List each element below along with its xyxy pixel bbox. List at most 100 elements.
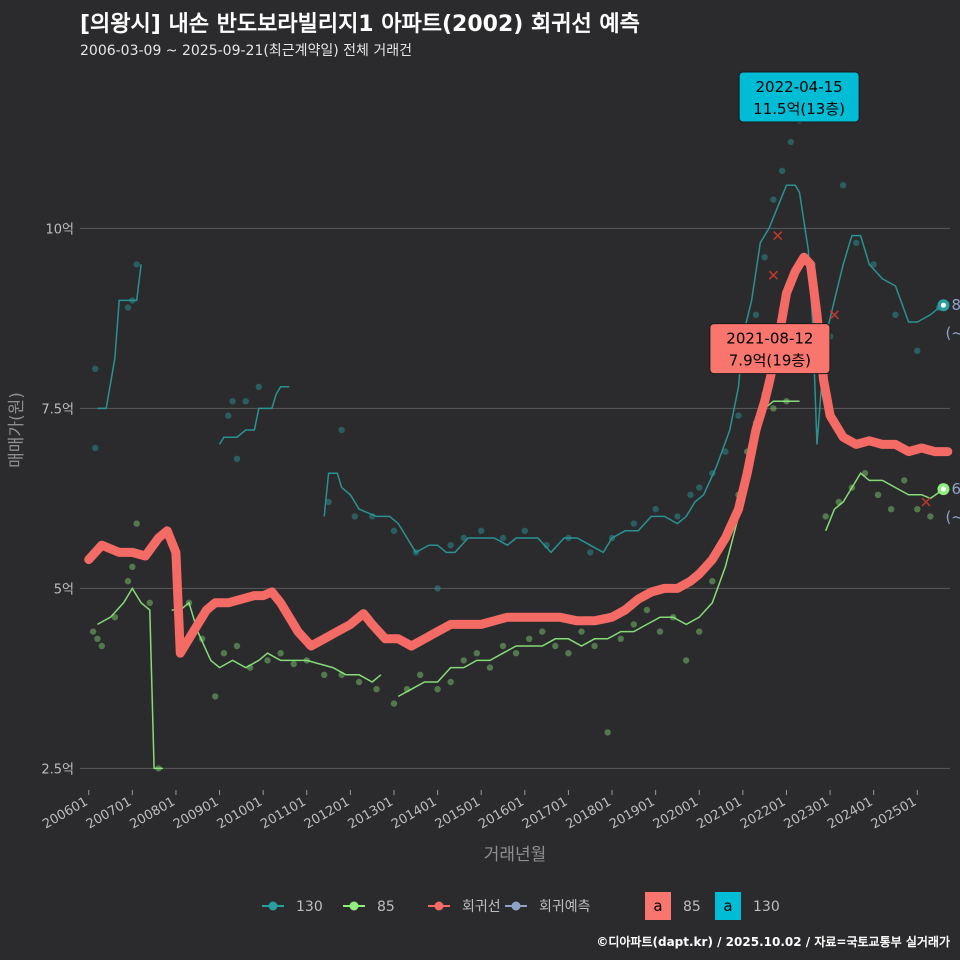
legend-key-box [715, 892, 741, 920]
scatter-point-85 [129, 563, 136, 570]
scatter-point-130 [630, 520, 638, 527]
legend-key-dot [349, 901, 359, 911]
scatter-point-85 [321, 671, 328, 678]
series-line-85 [97, 586, 163, 770]
scatter-point-130 [892, 311, 899, 318]
scatter-point-130 [255, 383, 262, 390]
x-tick-label: 202001 [651, 794, 701, 832]
scatter-point-130 [722, 448, 729, 455]
scatter-point-130 [242, 398, 249, 405]
x-tick-label: 202301 [782, 794, 832, 832]
legend-key-dot [434, 901, 444, 911]
x-tick-label: 202101 [694, 794, 744, 832]
scatter-point-85 [146, 599, 153, 606]
y-tick-label: 2.5억 [41, 762, 74, 777]
scatter-point-85 [525, 635, 533, 642]
scatter-point-85 [473, 650, 481, 657]
scatter-point-130 [478, 527, 485, 534]
annotation-box-130 [738, 71, 860, 123]
y-axis-title: 매매가(원) [7, 392, 27, 468]
scatter-point-130 [787, 138, 795, 146]
x-axis-title: 거래년월 [484, 845, 547, 865]
x-tick-label: 202501 [869, 794, 919, 832]
scatter-point-85 [233, 642, 241, 650]
scatter-point-85 [111, 614, 119, 621]
scatter-point-85 [124, 578, 132, 585]
scatter-point-130 [752, 311, 760, 318]
scatter-point-130 [761, 254, 768, 261]
x-tick-label: 200601 [40, 794, 90, 832]
y-tick-label: 7.5억 [41, 402, 74, 417]
x-tick-label: 200701 [84, 794, 134, 832]
legend-label: 85 [377, 899, 395, 915]
end-label-unit: (~85㎡) [945, 508, 960, 526]
scatter-point-130 [521, 527, 529, 534]
scatter-point-85 [277, 650, 284, 657]
scatter-point-130 [914, 347, 921, 354]
scatter-point-85 [901, 477, 908, 484]
scatter-point-85 [617, 635, 624, 642]
end-point-center [940, 302, 946, 308]
annotation-box-85 [709, 323, 831, 375]
x-tick-label: 201501 [433, 794, 483, 832]
scatter-point-85 [220, 650, 228, 657]
x-tick-label: 201901 [607, 794, 657, 832]
series-line-130 [323, 184, 944, 554]
scatter-point-85 [290, 660, 297, 668]
x-tick-label: 201801 [564, 794, 614, 832]
x-tick-label: 201101 [258, 794, 308, 832]
series-line-130 [97, 264, 142, 410]
x-tick-label: 202201 [738, 794, 788, 832]
scatter-point-130 [390, 527, 398, 534]
scatter-point-85 [447, 678, 454, 686]
legend-label: 130 [296, 899, 323, 915]
scatter-point-85 [591, 642, 598, 650]
scatter-point-130 [351, 513, 358, 520]
scatter-point-85 [98, 642, 106, 650]
legend-label: 130 [753, 899, 780, 915]
legend-label: 85 [683, 899, 701, 915]
scatter-point-130 [92, 365, 99, 372]
chart-subtitle: 2006-03-09 ~ 2025-09-21(최근계약일) 전체 거래건 [80, 43, 412, 59]
scatter-point-85 [874, 491, 882, 498]
scatter-point-130 [870, 261, 877, 268]
scatter-point-130 [124, 304, 132, 311]
chart-title: [의왕시] 내손 반도보라빌리지1 아파트(2002) 회귀선 예측 [80, 12, 640, 37]
scatter-point-85 [696, 628, 703, 635]
x-tick-label: 202401 [825, 794, 875, 832]
end-label-value: 89,333 [951, 296, 960, 314]
series-line-130 [218, 386, 290, 445]
scatter-point-85 [552, 642, 559, 650]
scatter-point-85 [630, 621, 638, 628]
source-caption: ©디아파트(dapt.kr) / 2025.10.02 / 자료=국토교통부 실… [596, 935, 950, 949]
scatter-point-85 [434, 686, 441, 693]
scatter-point-130 [229, 398, 236, 405]
scatter-point-85 [373, 686, 380, 693]
x-tick-label: 201001 [215, 794, 265, 832]
scatter-point-85 [355, 678, 363, 686]
scatter-point-85 [486, 664, 494, 671]
scatter-point-130 [652, 506, 659, 513]
scatter-point-130 [696, 484, 703, 491]
legend-key-glyph: a [723, 897, 732, 915]
x-tick-label: 201301 [345, 794, 395, 832]
legend-label: 회귀예측 [539, 899, 591, 915]
regression-line [84, 252, 953, 658]
series-line-85 [825, 472, 944, 532]
scatter-point-85 [604, 729, 611, 736]
annotation-value: 7.9억(19층) [729, 352, 811, 370]
scatter-point-130 [770, 196, 777, 203]
scatter-point-85 [656, 628, 664, 635]
scatter-point-130 [447, 542, 454, 549]
annotation-date: 2021-08-12 [726, 330, 813, 348]
scatter-point-130 [853, 239, 860, 246]
end-label-value: 63,781 [951, 480, 960, 498]
x-tick-label: 201401 [389, 794, 439, 832]
scatter-point-130 [460, 534, 467, 542]
end-label-unit: (~130㎡) [945, 324, 960, 342]
scatter-point-85 [914, 506, 921, 513]
x-tick-label: 201601 [476, 794, 526, 832]
legend-key-dot [511, 901, 521, 911]
scatter-point-85 [927, 513, 934, 520]
